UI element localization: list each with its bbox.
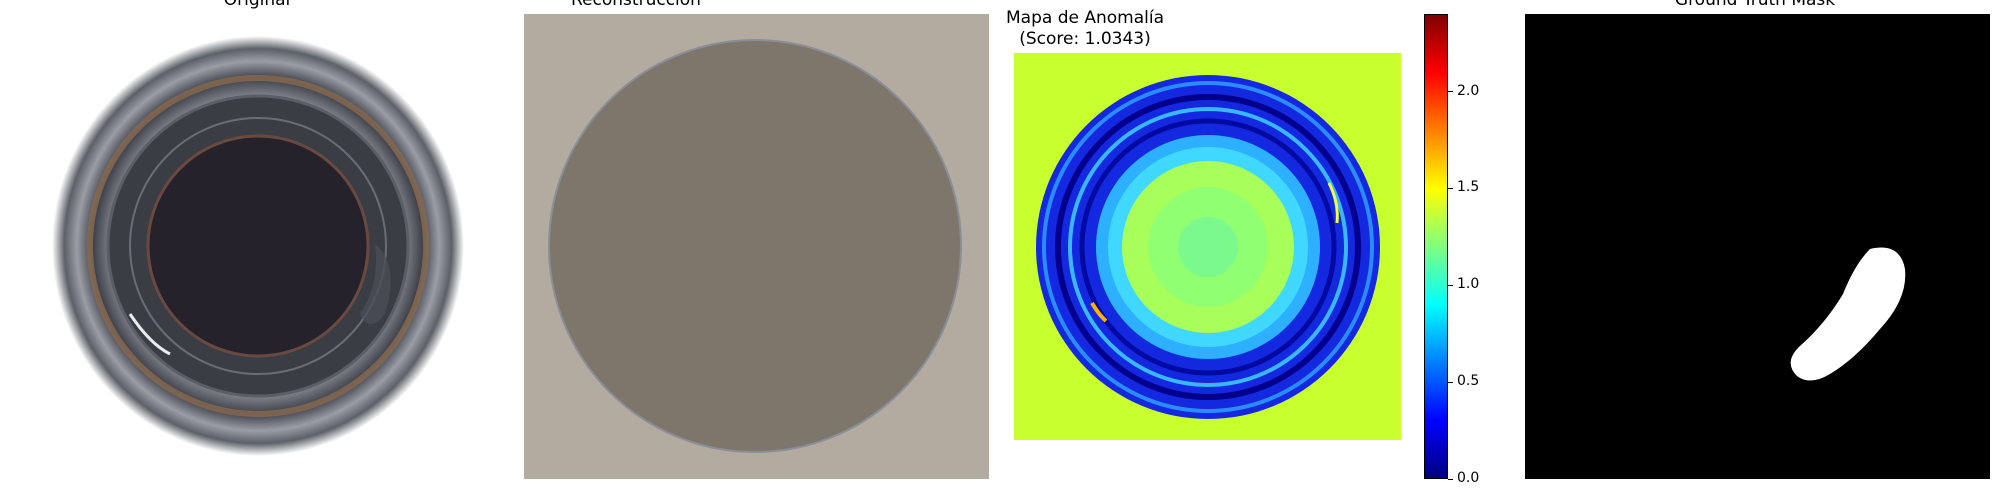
reconstruction-title: Reconstrucción xyxy=(571,0,701,10)
colorbar-tick-label: 2.0 xyxy=(1457,82,1480,99)
colorbar-tick-mark xyxy=(1448,478,1453,480)
colorbar-tick-mark xyxy=(1448,187,1453,189)
anomaly-heatmap xyxy=(1014,53,1401,440)
anomaly-map-subtitle: (Score: 1.0343) xyxy=(1019,29,1151,49)
anomaly-map-title: Mapa de Anomalía xyxy=(1006,8,1164,28)
colorbar xyxy=(1424,14,1448,479)
colorbar-tick-label: 1.0 xyxy=(1457,276,1480,293)
colorbar-tick-mark xyxy=(1448,284,1453,286)
original-image xyxy=(40,14,505,479)
mask-defect-region xyxy=(1790,247,1906,381)
ground-truth-mask xyxy=(1525,14,1990,479)
original-title: Original xyxy=(223,0,291,10)
mask-background xyxy=(1525,14,1990,479)
colorbar-tick-mark xyxy=(1448,381,1453,383)
colorbar-tick-mark xyxy=(1448,91,1453,92)
ground-truth-title: Ground Truth Mask xyxy=(1674,0,1836,10)
recon-disc xyxy=(548,39,962,453)
colorbar-tick-label: 0.0 xyxy=(1457,470,1480,486)
colorbar-tick-label: 0.5 xyxy=(1457,373,1480,390)
reconstruction-image xyxy=(524,14,989,479)
colorbar-tick-label: 1.5 xyxy=(1457,179,1480,196)
